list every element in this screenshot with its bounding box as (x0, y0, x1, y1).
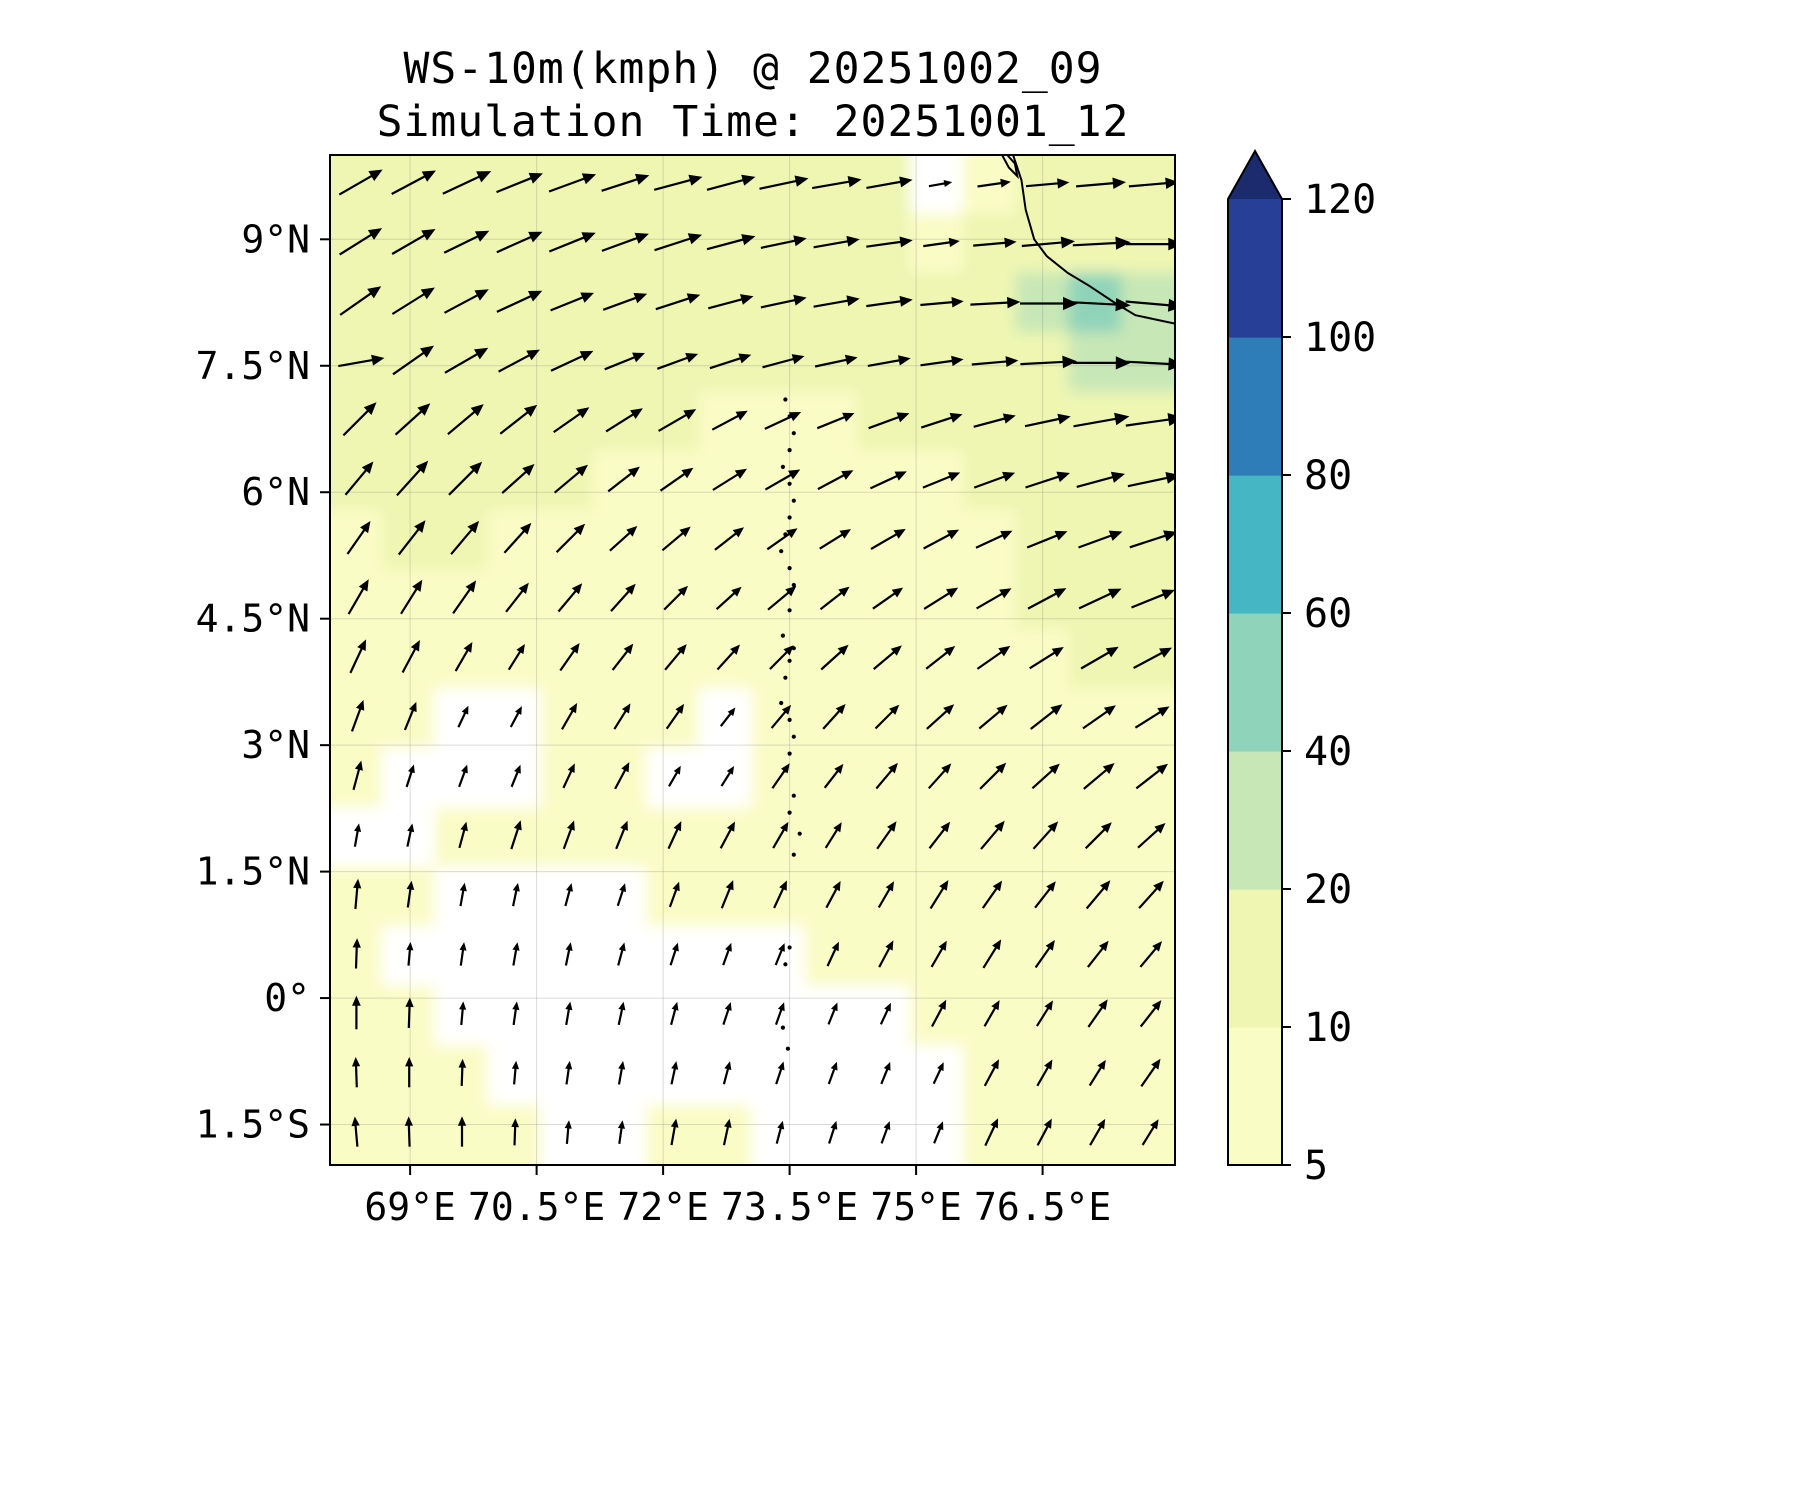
svg-text:6°N: 6°N (241, 470, 310, 514)
svg-text:7.5°N: 7.5°N (196, 344, 310, 388)
svg-text:4.5°N: 4.5°N (196, 597, 310, 641)
svg-text:9°N: 9°N (241, 217, 310, 261)
chart-title: WS-10m(kmph) @ 20251002_09 (403, 44, 1103, 94)
colorbar-extend-arrow (1228, 151, 1282, 199)
svg-text:73.5°E: 73.5°E (721, 1185, 858, 1229)
y-axis: 9°N 7.5°N 6°N 4.5°N 3°N 1.5°N 0° 1.5°S (196, 217, 330, 1147)
svg-text:1.5°S: 1.5°S (196, 1103, 310, 1147)
svg-text:75°E: 75°E (870, 1185, 962, 1229)
svg-text:76.5°E: 76.5°E (974, 1185, 1111, 1229)
svg-text:5: 5 (1304, 1143, 1328, 1189)
chart-subtitle: Simulation Time: 20251001_12 (376, 97, 1130, 147)
svg-text:72°E: 72°E (617, 1185, 709, 1229)
colorbar: 5 10 20 40 60 80 100 120 (1227, 148, 1376, 1189)
quiver-layer (338, 169, 1175, 1147)
heatmap-layer (330, 155, 1175, 1165)
svg-text:120: 120 (1304, 177, 1376, 223)
x-axis: 69°E 70.5°E 72°E 73.5°E 75°E 76.5°E (364, 1165, 1111, 1229)
svg-text:100: 100 (1304, 315, 1376, 361)
svg-text:0°: 0° (264, 976, 310, 1020)
axes-spine (329, 154, 1176, 1166)
svg-text:69°E: 69°E (364, 1185, 456, 1229)
svg-text:10: 10 (1304, 1005, 1352, 1051)
svg-text:40: 40 (1304, 729, 1352, 775)
svg-text:20: 20 (1304, 867, 1352, 913)
svg-text:1.5°N: 1.5°N (196, 850, 310, 894)
coastline (1001, 155, 1175, 325)
svg-text:3°N: 3°N (241, 723, 310, 767)
svg-text:60: 60 (1304, 591, 1352, 637)
svg-text:80: 80 (1304, 453, 1352, 499)
svg-text:70.5°E: 70.5°E (468, 1185, 605, 1229)
